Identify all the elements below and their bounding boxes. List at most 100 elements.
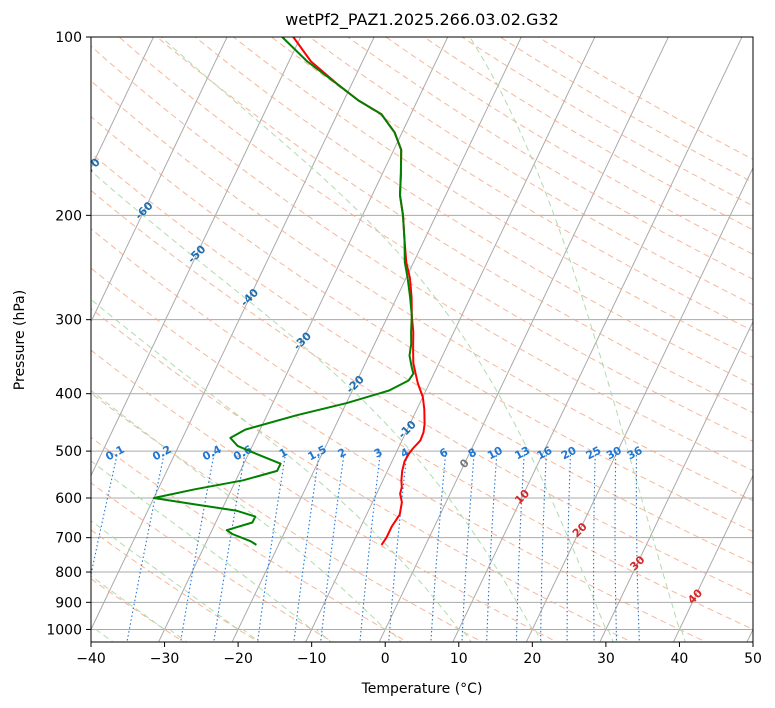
- isotherm-label: -50: [185, 242, 208, 265]
- isotherm-label: -40: [238, 286, 261, 309]
- x-tick-label: −30: [150, 651, 180, 667]
- mixing-ratio-line: [180, 453, 215, 642]
- sounding-profiles: [152, 37, 426, 546]
- mixing-ratio-label: 20: [559, 444, 579, 463]
- dewpoint-profile: [152, 37, 415, 546]
- mixing-ratio-line: [256, 453, 287, 642]
- mixing-ratio-label: 0.1: [103, 443, 126, 464]
- mixing-ratio-label: 6: [437, 445, 450, 460]
- isotherm-line: [378, 37, 669, 642]
- dry-adiabat: [537, 37, 753, 160]
- y-tick-label: 700: [55, 531, 82, 547]
- isotherm-label: 40: [685, 586, 705, 606]
- isotherm-label: 20: [570, 520, 590, 540]
- y-tick-label: 800: [55, 565, 82, 581]
- mixing-ratio-label: 13: [513, 444, 533, 463]
- dry-adiabat: [118, 37, 753, 442]
- isotherm-line: [525, 166, 753, 642]
- mixing-ratio-label: 3: [372, 446, 385, 461]
- mixing-ratio-line: [430, 453, 447, 642]
- y-tick-label: 400: [55, 387, 82, 403]
- x-tick-label: 0: [381, 651, 390, 667]
- x-tick-label: −20: [223, 651, 253, 667]
- x-tick-label: −40: [76, 651, 106, 667]
- mixing-ratio-line: [91, 453, 118, 578]
- mixing-ratio-line: [388, 453, 408, 642]
- dry-adiabat: [91, 578, 185, 642]
- dry-adiabat: [91, 267, 708, 642]
- mixing-ratio-line: [293, 453, 320, 642]
- dry-adiabat: [499, 37, 753, 183]
- dry-adiabat: [461, 37, 753, 207]
- moist-adiabat: [91, 298, 472, 642]
- dry-adiabat: [91, 436, 409, 642]
- dry-adiabat: [194, 37, 753, 386]
- y-axis: 100 200 300 400 500 600 700 800 900 1000: [46, 30, 91, 638]
- isotherm-line: [672, 474, 753, 642]
- y-tick-label: 100: [55, 30, 82, 46]
- y-tick-label: 300: [55, 313, 82, 329]
- mixing-ratio-label: 25: [584, 444, 604, 463]
- isotherm-line: [91, 37, 302, 477]
- dry-adiabat: [91, 482, 334, 642]
- background-lines: [0, 24, 753, 645]
- moist-adiabat: [469, 37, 686, 642]
- mixing-ratio-label: 16: [535, 444, 555, 463]
- dry-adiabat: [91, 189, 753, 597]
- dry-adiabat: [91, 152, 753, 564]
- isotherm-line: [91, 37, 228, 323]
- moist-adiabat: [91, 389, 402, 642]
- x-axis-label: Temperature (°C): [361, 681, 483, 697]
- x-tick-label: 50: [744, 651, 762, 667]
- dry-adiabat: [308, 37, 753, 306]
- isotherm-line: [305, 37, 596, 642]
- dry-adiabat: [232, 37, 753, 359]
- mixing-ratio-line: [486, 453, 498, 642]
- isotherm-label: 10: [512, 487, 532, 507]
- chart-title: wetPf2_PAZ1.2025.266.03.02.G32: [285, 10, 559, 30]
- dry-adiabat: [91, 115, 753, 533]
- mixing-ratio-label: 8: [466, 446, 479, 461]
- isotherm-line: [91, 37, 155, 169]
- y-axis-label: Pressure (hPa): [12, 290, 28, 390]
- isotherm-label: -20: [344, 373, 367, 396]
- isotherm-line: [231, 37, 522, 642]
- isotherm-line: [158, 37, 449, 642]
- moist-adiabat: [91, 520, 261, 642]
- dry-adiabat: [270, 37, 753, 332]
- isotherm-label: -80: [27, 112, 50, 135]
- moist-adiabat: [91, 575, 188, 642]
- y-tick-label: 1000: [46, 622, 82, 638]
- dry-adiabat: [91, 392, 484, 642]
- y-tick-label: 900: [55, 595, 82, 611]
- mixing-ratio-line: [126, 453, 165, 642]
- mixing-ratio-label: 30: [604, 444, 624, 463]
- dry-adiabat: [91, 45, 753, 472]
- mixing-ratio-label: 1: [277, 446, 290, 461]
- isotherm-label: -60: [132, 199, 155, 222]
- mixing-ratio-line: [540, 453, 547, 642]
- x-tick-label: 20: [523, 651, 541, 667]
- mixing-ratio-label: 0.6: [231, 443, 255, 464]
- plot-frame: [90, 36, 754, 643]
- x-axis: −40 −30 −20 −10 0 10 20 30 40 50: [76, 642, 762, 667]
- x-tick-label: 10: [450, 651, 468, 667]
- mixing-ratio-labels: 0.1 0.2 0.4 0.6 1 1.5 2 3 4 6 8 10 13 16 20 25 30 36: [103, 443, 644, 464]
- moist-adiabat: [91, 460, 332, 642]
- y-tick-label: 200: [55, 208, 82, 224]
- moist-adiabat: [160, 37, 614, 642]
- dry-adiabat: [384, 37, 753, 255]
- dry-adiabat: [91, 228, 753, 630]
- isotherm-line: [91, 37, 375, 631]
- y-tick-label: 500: [55, 444, 82, 460]
- isotherm-line: [746, 628, 753, 642]
- mixing-ratio-line: [593, 453, 596, 642]
- mixing-ratio-line: [566, 453, 572, 642]
- mixing-ratio-label: 0.4: [200, 443, 224, 464]
- dry-adiabat: [91, 307, 633, 642]
- moist-adiabat: [91, 170, 543, 642]
- x-tick-label: 30: [597, 651, 615, 667]
- isotherm-line: [0, 24, 13, 645]
